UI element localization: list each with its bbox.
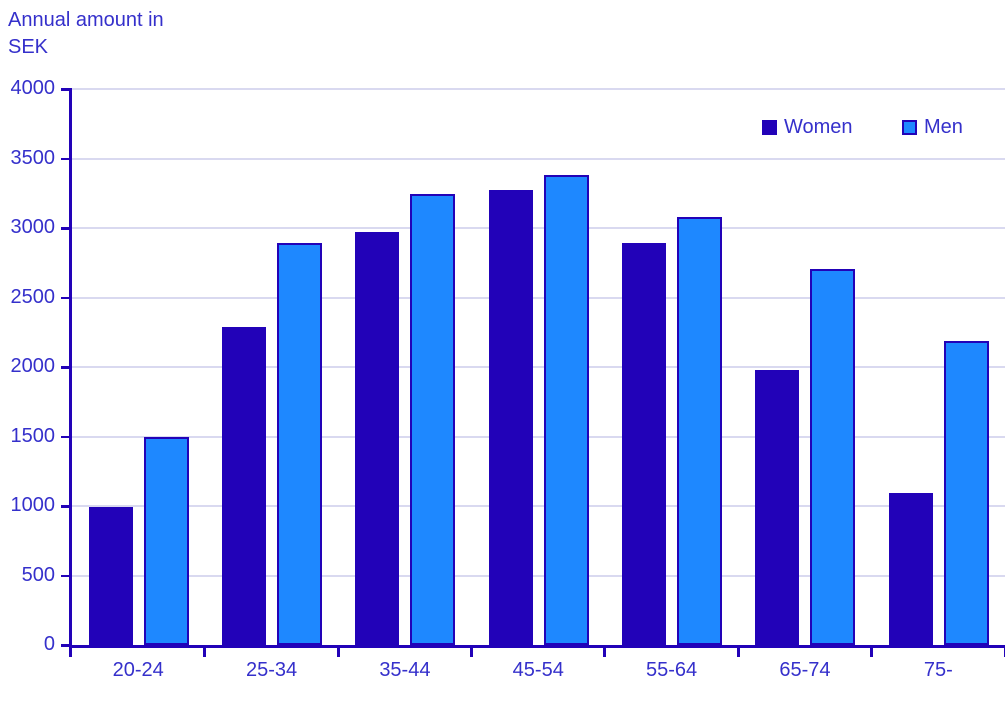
- y-tick-label: 3000: [10, 216, 56, 238]
- x-tick: [736, 645, 740, 657]
- y-tick: [60, 227, 69, 230]
- y-tick: [60, 644, 69, 647]
- bar-men: [143, 436, 189, 645]
- x-axis-label: 45-54: [512, 659, 564, 681]
- y-tick: [60, 435, 69, 438]
- bar-women: [88, 507, 133, 645]
- x-axis-label: 55-64: [646, 659, 698, 681]
- legend-item-women: Women: [762, 116, 853, 139]
- y-tick: [60, 157, 69, 160]
- y-tick-label: 2000: [10, 355, 56, 377]
- y-tick-label: 2500: [10, 285, 56, 308]
- y-tick: [60, 88, 69, 91]
- x-tick: [603, 645, 607, 657]
- gridline: [71, 157, 1005, 160]
- x-axis-label: 25-34: [245, 659, 298, 681]
- x-axis-label: 20-24: [112, 659, 164, 681]
- legend-item-men: Men: [902, 116, 963, 139]
- chart-title: Annual amount in SEK: [8, 9, 164, 58]
- gridline: [71, 88, 1005, 90]
- legend-swatch-women-icon: [762, 120, 777, 135]
- y-tick: [60, 574, 69, 577]
- bar-men: [410, 193, 456, 645]
- bar-men: [943, 341, 989, 645]
- x-tick: [1003, 645, 1005, 657]
- bar-women: [888, 493, 933, 645]
- y-tick: [60, 505, 69, 508]
- y-tick-label: 1000: [10, 494, 56, 516]
- bar-women: [221, 326, 266, 645]
- y-axis-line: [68, 88, 72, 648]
- x-tick: [203, 645, 207, 657]
- bar-women: [755, 370, 800, 645]
- y-tick: [60, 366, 69, 369]
- x-tick: [870, 645, 874, 657]
- x-tick: [68, 645, 72, 657]
- bar-women: [355, 232, 400, 645]
- y-tick: [60, 296, 69, 299]
- x-axis-label: 65-74: [779, 659, 831, 681]
- legend-swatch-men-icon: [902, 120, 917, 135]
- bar-women: [488, 189, 533, 645]
- y-tick-label: 4000: [10, 77, 56, 99]
- bar-women: [621, 243, 666, 645]
- gridline: [71, 227, 1005, 229]
- y-tick-label: 0: [43, 633, 55, 655]
- gridline: [71, 574, 1005, 577]
- y-tick-label: 3500: [10, 146, 56, 169]
- bar-men: [276, 243, 322, 645]
- legend-label-men: Men: [924, 116, 963, 138]
- bar-men: [676, 216, 722, 645]
- y-tick-label: 1500: [10, 424, 56, 447]
- y-tick-label: 500: [21, 563, 55, 586]
- x-axis-label: 35-44: [379, 659, 431, 681]
- gridline: [71, 366, 1005, 368]
- x-tick: [336, 645, 340, 657]
- x-axis-line: [68, 645, 1005, 648]
- bar-men: [810, 269, 856, 645]
- gridline: [71, 505, 1005, 507]
- x-axis-label: 75-: [923, 659, 953, 681]
- gridline: [71, 296, 1005, 299]
- bar-men: [543, 175, 589, 645]
- x-tick: [470, 645, 474, 657]
- legend-label-women: Women: [784, 116, 853, 138]
- gridline: [71, 435, 1005, 438]
